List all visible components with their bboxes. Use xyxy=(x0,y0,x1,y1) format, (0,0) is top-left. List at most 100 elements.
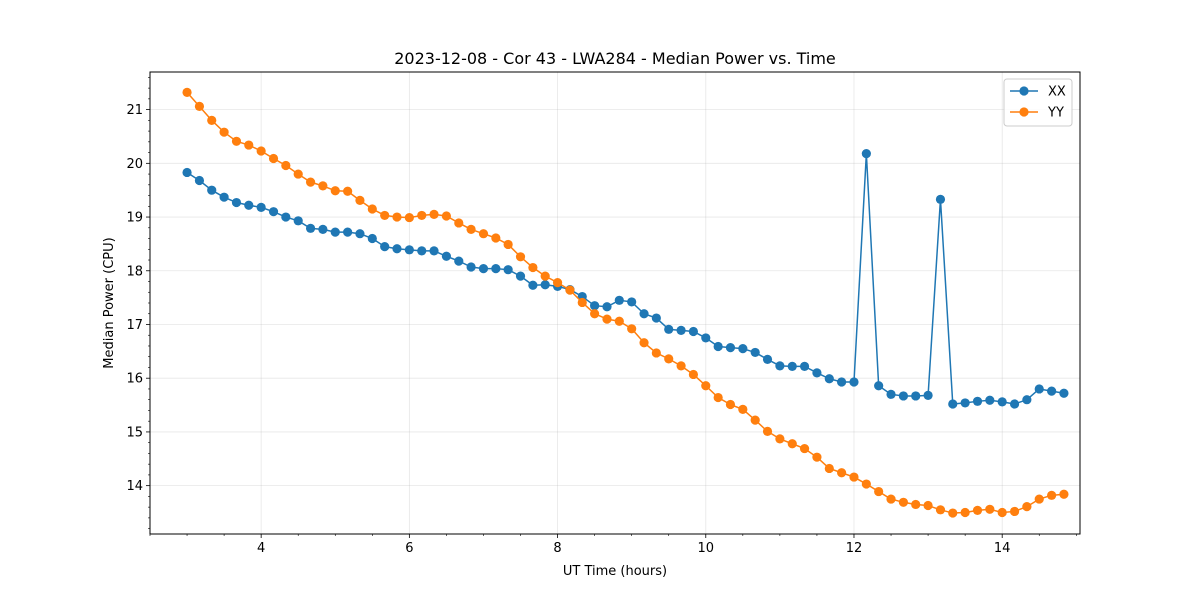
data-point-yy xyxy=(898,497,909,507)
data-point-xx xyxy=(281,212,291,222)
data-point-yy xyxy=(244,140,254,150)
data-point-yy xyxy=(738,404,748,414)
data-point-xx xyxy=(244,200,254,210)
data-point-xx xyxy=(293,216,303,226)
data-point-yy xyxy=(293,169,303,179)
data-point-yy xyxy=(380,210,390,221)
x-tick-label: 8 xyxy=(553,541,561,556)
data-point-xx xyxy=(935,194,946,204)
series-layer xyxy=(182,87,1069,518)
data-point-xx xyxy=(515,271,526,281)
data-point-xx xyxy=(466,262,476,272)
x-tick-label: 14 xyxy=(994,541,1011,556)
data-point-xx xyxy=(1059,388,1069,398)
data-point-yy xyxy=(590,309,600,319)
x-tick-label: 10 xyxy=(698,541,715,556)
data-point-yy xyxy=(985,504,995,514)
data-point-yy xyxy=(812,452,822,462)
y-tick-label: 15 xyxy=(126,425,143,440)
data-point-xx xyxy=(478,264,489,274)
legend-marker-xx xyxy=(1019,86,1029,96)
data-point-yy xyxy=(651,348,661,358)
data-point-xx xyxy=(256,202,266,212)
data-point-yy xyxy=(911,499,921,510)
axis-ticks: 4 6 8 10 12 14 14 15 16 17 18 19 20 21 xyxy=(126,77,1077,556)
grid xyxy=(150,72,1080,534)
data-point-yy xyxy=(417,210,427,221)
data-point-xx xyxy=(997,397,1007,407)
data-point-xx xyxy=(404,245,414,255)
data-point-xx xyxy=(750,347,760,358)
data-point-yy xyxy=(194,101,205,111)
y-tick-label: 21 xyxy=(126,103,143,118)
x-tick-label: 6 xyxy=(405,541,413,556)
data-point-yy xyxy=(602,314,612,324)
data-point-yy xyxy=(1009,506,1020,517)
data-point-yy xyxy=(713,392,723,403)
data-point-xx xyxy=(874,381,884,391)
data-point-yy xyxy=(1059,489,1069,499)
legend-marker-yy xyxy=(1019,107,1029,117)
data-point-yy xyxy=(775,434,785,444)
data-point-yy xyxy=(997,507,1007,518)
data-point-xx xyxy=(676,325,686,335)
data-point-xx xyxy=(392,244,402,254)
data-point-yy xyxy=(688,369,699,380)
data-point-yy xyxy=(1034,494,1044,504)
data-point-xx xyxy=(923,390,933,400)
data-point-yy xyxy=(355,195,365,205)
y-tick-label: 17 xyxy=(126,318,143,333)
data-point-xx xyxy=(972,396,983,406)
data-point-xx xyxy=(318,224,328,234)
x-axis-label: UT Time (hours) xyxy=(563,564,667,579)
data-point-xx xyxy=(639,309,649,319)
data-point-yy xyxy=(935,505,946,515)
data-point-xx xyxy=(491,264,501,274)
data-point-xx xyxy=(528,280,538,290)
data-point-xx xyxy=(182,167,192,178)
data-point-yy xyxy=(392,212,402,222)
data-point-yy xyxy=(318,181,328,191)
data-point-xx xyxy=(627,297,637,307)
data-point-yy xyxy=(540,271,550,281)
data-point-yy xyxy=(923,500,933,511)
data-point-xx xyxy=(775,361,785,371)
data-point-xx xyxy=(429,246,439,256)
data-point-yy xyxy=(824,463,834,474)
data-point-yy xyxy=(565,285,575,295)
data-point-xx xyxy=(812,368,822,378)
data-point-yy xyxy=(664,354,674,364)
data-point-yy xyxy=(799,443,810,454)
data-point-xx xyxy=(664,324,674,334)
data-point-xx xyxy=(985,395,995,405)
data-point-yy xyxy=(256,146,266,156)
data-point-yy xyxy=(207,115,217,125)
data-point-xx xyxy=(1009,399,1020,409)
data-point-yy xyxy=(725,399,736,410)
data-point-xx xyxy=(231,197,242,208)
data-point-yy xyxy=(466,224,476,234)
data-point-xx xyxy=(1034,384,1044,394)
data-point-yy xyxy=(614,316,624,326)
data-point-xx xyxy=(861,149,871,159)
data-point-xx xyxy=(330,227,340,237)
data-point-yy xyxy=(1022,502,1032,512)
data-point-yy xyxy=(972,505,983,515)
data-point-yy xyxy=(762,426,773,436)
data-point-xx xyxy=(268,207,279,217)
data-point-yy xyxy=(343,186,353,196)
data-point-yy xyxy=(441,211,452,221)
x-tick-label: 4 xyxy=(257,541,265,556)
data-point-yy xyxy=(367,204,377,214)
y-tick-label: 18 xyxy=(126,264,143,279)
data-point-yy xyxy=(182,87,192,98)
data-point-yy xyxy=(787,439,797,449)
data-point-yy xyxy=(874,486,884,497)
data-point-xx xyxy=(590,301,600,311)
data-point-yy xyxy=(552,277,563,288)
data-point-xx xyxy=(454,256,464,266)
data-point-yy xyxy=(219,127,229,137)
data-point-xx xyxy=(651,313,661,323)
data-point-yy xyxy=(639,338,649,348)
data-point-yy xyxy=(948,508,958,518)
